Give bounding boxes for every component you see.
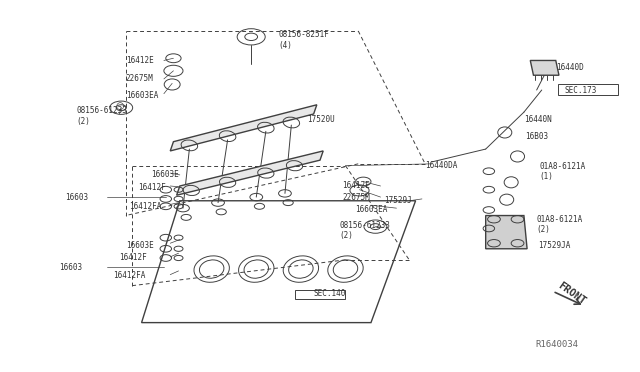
Text: 08156-61233
(2): 08156-61233 (2) xyxy=(339,221,390,240)
Text: 16412E: 16412E xyxy=(342,182,370,190)
Text: 16603EA: 16603EA xyxy=(125,91,158,100)
Text: 17529J: 17529J xyxy=(384,196,412,205)
FancyBboxPatch shape xyxy=(294,290,345,299)
Text: 16412E: 16412E xyxy=(125,56,154,65)
Text: SEC.173: SEC.173 xyxy=(564,86,596,94)
Text: 17520U: 17520U xyxy=(307,115,335,124)
Text: 16412F: 16412F xyxy=(138,183,166,192)
Text: 01A8-6121A
(2): 01A8-6121A (2) xyxy=(537,215,583,234)
Text: 16603: 16603 xyxy=(65,193,88,202)
Text: 16412FA: 16412FA xyxy=(129,202,161,211)
Text: FRONT: FRONT xyxy=(556,280,587,306)
Text: 16412FA: 16412FA xyxy=(113,271,145,280)
FancyBboxPatch shape xyxy=(557,84,618,95)
Polygon shape xyxy=(486,215,527,249)
Text: 17529JA: 17529JA xyxy=(539,241,571,250)
Text: 16603E: 16603E xyxy=(125,241,154,250)
Text: 08156-61233
(2): 08156-61233 (2) xyxy=(77,106,127,125)
Text: 16B03: 16B03 xyxy=(525,132,548,141)
Text: 16412F: 16412F xyxy=(119,253,147,263)
Polygon shape xyxy=(170,105,317,151)
Text: R1640034: R1640034 xyxy=(535,340,578,349)
Text: 16440D: 16440D xyxy=(556,63,584,72)
Text: SEC.140: SEC.140 xyxy=(314,289,346,298)
Text: 22675M: 22675M xyxy=(125,74,154,83)
Text: 01A8-6121A
(1): 01A8-6121A (1) xyxy=(540,161,586,181)
Text: 16603E: 16603E xyxy=(151,170,179,179)
Text: 16603EA: 16603EA xyxy=(355,205,387,215)
Text: 16440N: 16440N xyxy=(524,115,552,124)
Polygon shape xyxy=(177,151,323,195)
Text: 16603: 16603 xyxy=(59,263,82,272)
Text: 22675M: 22675M xyxy=(342,193,370,202)
Text: 08156-8251F
(4): 08156-8251F (4) xyxy=(278,31,330,50)
Text: 16440DA: 16440DA xyxy=(425,161,458,170)
Polygon shape xyxy=(531,61,559,75)
Text: ○: ○ xyxy=(115,100,124,110)
